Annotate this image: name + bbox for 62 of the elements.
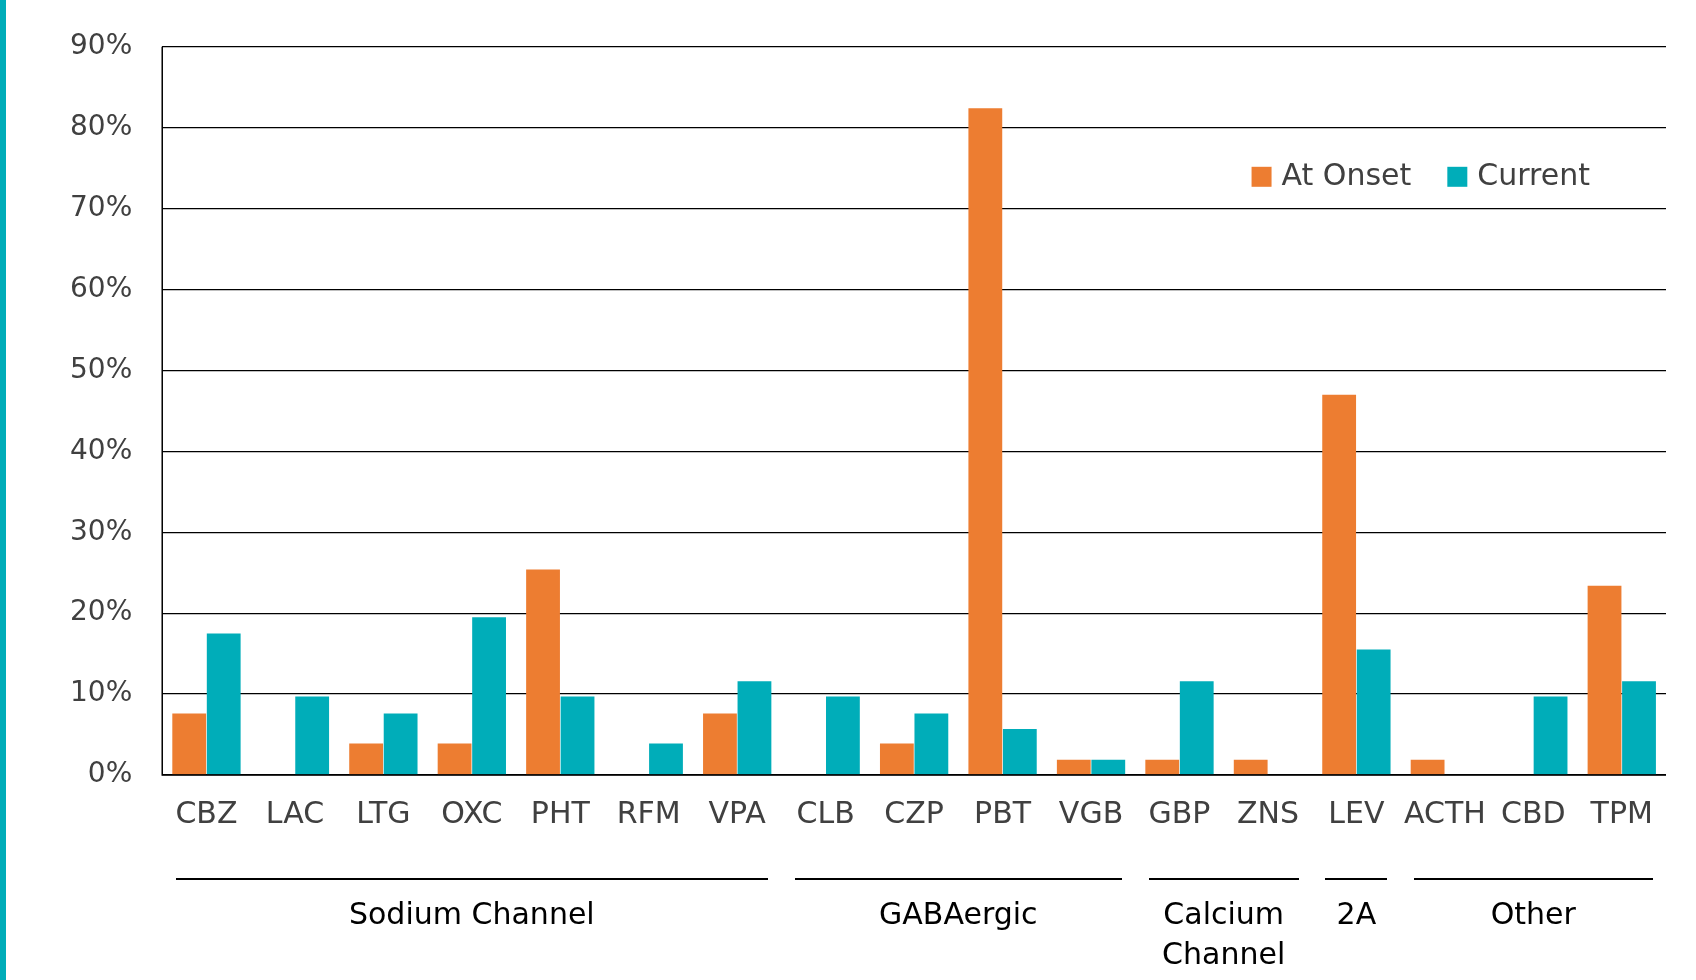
bar	[295, 696, 330, 775]
x-tick-label: CBD	[1500, 794, 1566, 830]
x-tick-label: CZP	[884, 794, 944, 830]
y-tick-label: 60%	[70, 270, 133, 304]
bar	[968, 108, 1003, 775]
y-tick-label: 10%	[70, 675, 133, 709]
x-tick-label: PHT	[530, 794, 591, 830]
y-tick-label: 50%	[70, 351, 133, 385]
bar	[1533, 696, 1568, 775]
x-tick-label: OXC	[441, 794, 503, 830]
bar	[914, 713, 949, 775]
legend-label: At Onset	[1281, 156, 1412, 192]
y-tick-label: 80%	[70, 108, 133, 142]
bar	[737, 681, 772, 775]
text: 2A	[1336, 896, 1377, 931]
x-tick-label: GBP	[1148, 794, 1211, 830]
legend-label: Current	[1477, 156, 1591, 192]
y-tick-label: 70%	[70, 189, 133, 223]
text: Calcium Channel	[1161, 895, 1287, 973]
bar	[879, 743, 914, 775]
bar	[1622, 681, 1656, 775]
bar	[172, 713, 207, 775]
bar	[1145, 759, 1180, 775]
x-tick-label: LAC	[265, 794, 325, 830]
bar	[349, 743, 384, 775]
y-tick-label: 30%	[70, 513, 133, 547]
bar	[1587, 585, 1622, 775]
y-tick-label: 20%	[70, 594, 133, 628]
y-tick-label: 90%	[70, 28, 133, 62]
x-tick-label: PBT	[974, 794, 1032, 830]
text: Other	[1489, 895, 1577, 933]
bar	[383, 713, 418, 775]
bar	[1179, 681, 1214, 775]
bar	[826, 696, 860, 775]
x-tick-label: ACTH	[1403, 794, 1486, 830]
text: Sodium Channel	[347, 895, 596, 933]
x-tick-label: VPA	[708, 794, 767, 830]
bar	[1091, 759, 1126, 775]
y-tick-label: 0%	[87, 756, 133, 790]
bar	[1002, 728, 1037, 775]
bar	[1056, 759, 1091, 775]
bar	[1356, 649, 1391, 775]
x-tick-label: VGB	[1058, 794, 1124, 830]
text: GABAergic	[878, 895, 1039, 933]
bar	[1410, 759, 1445, 775]
bar	[560, 696, 595, 775]
x-tick-label: RFM	[616, 794, 681, 830]
bar	[437, 743, 472, 775]
x-tick-label: LTG	[356, 794, 411, 830]
bar	[472, 617, 506, 775]
x-tick-label: CBZ	[175, 794, 238, 830]
x-tick-label: TPM	[1589, 794, 1653, 830]
x-tick-label: ZNS	[1236, 794, 1299, 830]
x-tick-label: CLB	[796, 794, 855, 830]
bar	[1322, 394, 1357, 775]
bar	[526, 569, 560, 775]
bar	[649, 743, 683, 775]
bar	[206, 633, 241, 775]
bar	[1233, 759, 1268, 775]
bar	[703, 713, 737, 775]
y-tick-label: 40%	[70, 432, 133, 466]
x-tick-label: LEV	[1328, 794, 1385, 830]
